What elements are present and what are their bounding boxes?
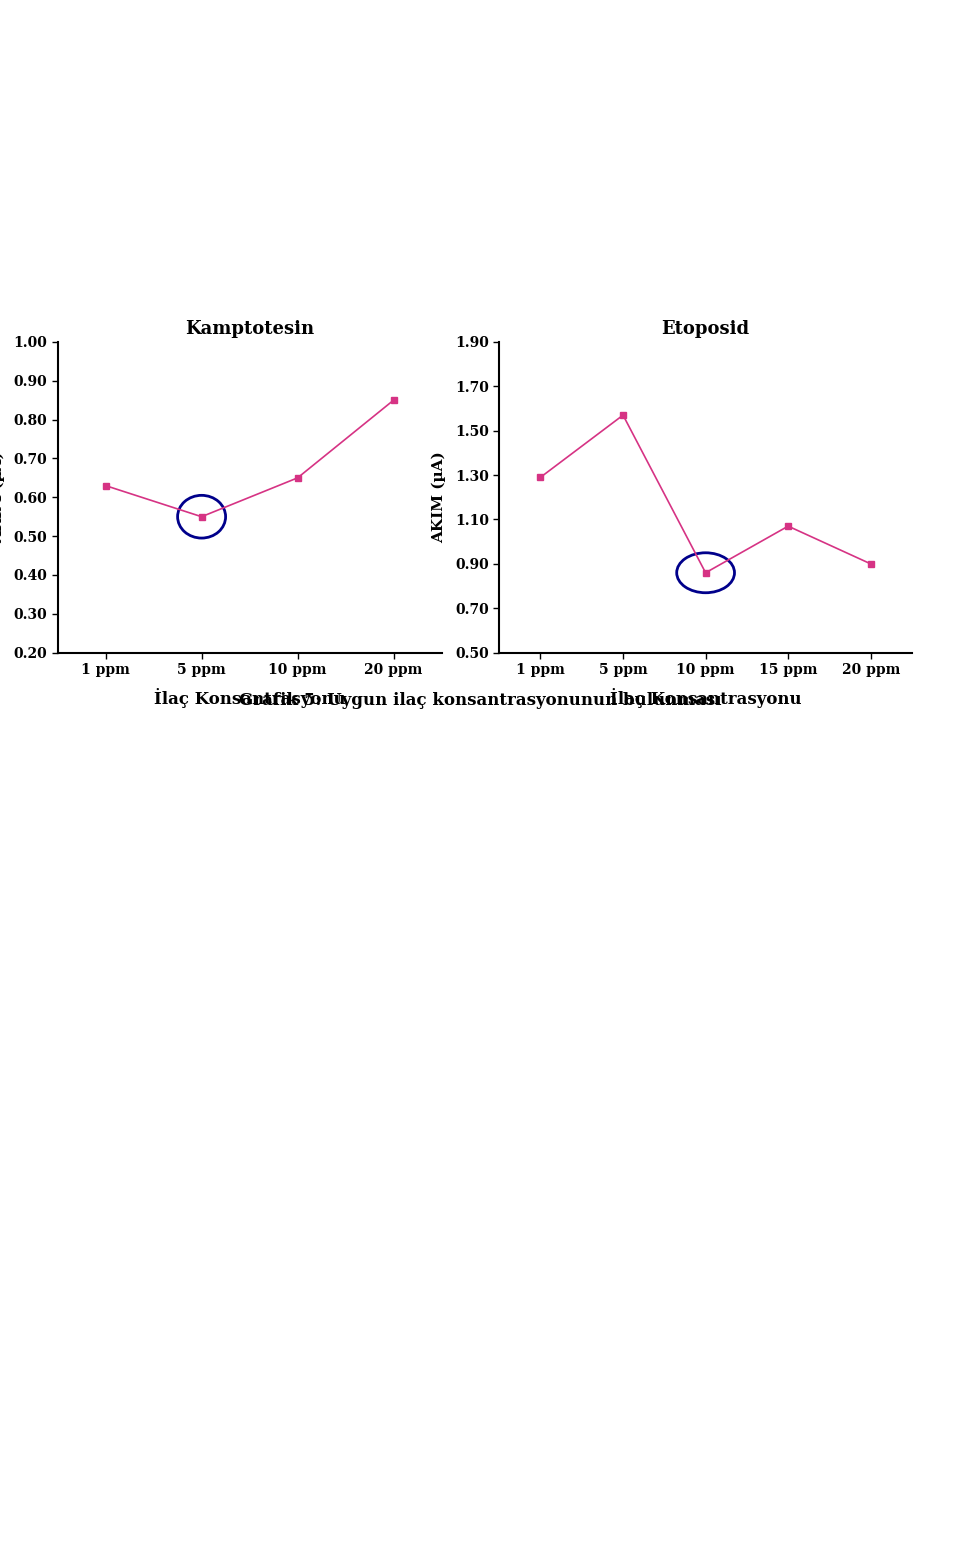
Text: Grafik 5: Uygun ilaç konsantrasyonunun bulunması: Grafik 5: Uygun ilaç konsantrasyonunun b…: [239, 692, 721, 709]
Y-axis label: AKIM (µA): AKIM (µA): [432, 451, 446, 544]
X-axis label: İlaç Konsantrasyonu: İlaç Konsantrasyonu: [154, 688, 346, 709]
Title: Etoposid: Etoposid: [661, 320, 750, 337]
X-axis label: İlaç Konsantrasyonu: İlaç Konsantrasyonu: [610, 688, 802, 709]
Y-axis label: AKIM (µA): AKIM (µA): [0, 451, 5, 544]
Title: Kamptotesin: Kamptotesin: [185, 320, 314, 337]
